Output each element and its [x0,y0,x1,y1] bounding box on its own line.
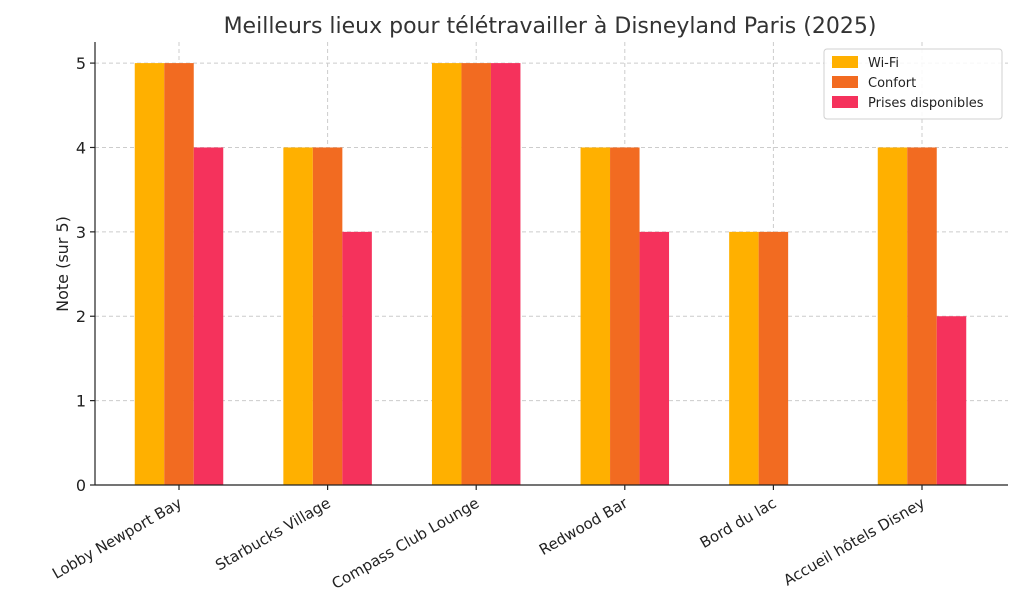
y-axis-label: Note (sur 5) [53,216,72,312]
legend-swatch [832,76,858,88]
legend-box [823,48,1003,120]
bar [907,147,937,485]
bar [431,63,462,485]
y-tick-label: 1 [76,392,86,411]
x-ticks: Lobby Newport Bay Starbucks VillageCompas… [49,485,928,593]
x-tick-label: Accueil hôtels Disney [780,494,928,590]
legend-label: Confort [868,76,916,91]
bar [193,147,224,485]
bar [312,147,343,485]
x-tick-label: Starbucks Village [212,494,333,574]
axes [94,42,1008,486]
x-tick-label: Compass Club Lounge [329,494,483,593]
y-tick-label: 0 [76,476,86,495]
bars [134,63,967,485]
bar [610,147,640,485]
chart-title: Meilleurs lieux pour télétravailler à Di… [224,14,877,39]
bar [461,63,491,485]
bar [639,231,670,485]
bar [877,147,908,485]
x-tick-label: Lobby Newport Bay [49,494,185,583]
bar [936,316,967,485]
y-tick-label: 4 [76,138,86,157]
bar [164,63,194,485]
y-tick-label: 3 [76,223,86,242]
legend-label: Prises disponibles [868,96,984,111]
y-tick-label: 2 [76,307,86,326]
y-ticks: 0 1 2 3 4 5 [76,54,95,495]
bar [134,63,165,485]
y-tick-label: 5 [76,54,86,73]
bar [580,147,611,485]
bar [490,63,521,485]
bar [283,147,313,485]
legend-swatch [832,96,858,108]
x-tick-label: Bord du lac [697,494,780,552]
x-tick-label: Redwood Bar [536,493,632,559]
bar [342,231,372,485]
bar [758,231,789,485]
legend-swatch [832,56,858,68]
legend: Wi-Fi Confort Prises disponibles [823,48,1003,120]
bar [729,231,759,485]
legend-label: Wi-Fi [868,56,899,71]
